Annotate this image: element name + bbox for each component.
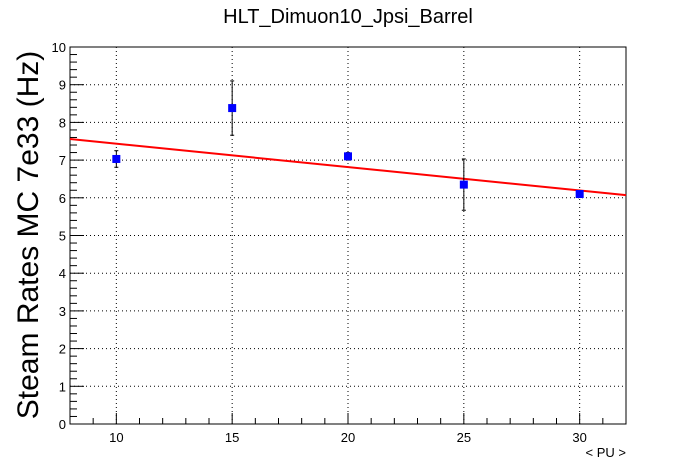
y-tick-label: 9 [59, 78, 66, 93]
data-marker [344, 152, 352, 161]
fit-layer [69, 137, 627, 197]
chart-title: HLT_Dimuon10_Jpsi_Barrel [223, 6, 473, 28]
points-layer [112, 80, 584, 211]
data-marker [575, 190, 584, 199]
y-tick-label: 8 [59, 115, 66, 130]
y-tick-label: 7 [59, 153, 66, 168]
x-tick-label: 10 [109, 430, 123, 445]
y-axis-label: Steam Rates MC 7e33 (Hz) [12, 51, 45, 419]
x-tick-label: 25 [457, 430, 471, 445]
fit-line [69, 137, 627, 197]
y-tick-label: 6 [59, 191, 66, 206]
y-tick-label: 2 [59, 342, 66, 357]
data-point [575, 190, 584, 199]
y-tick-label: 5 [59, 229, 66, 244]
data-point [228, 80, 237, 136]
y-tick-label: 1 [59, 379, 66, 394]
y-tick-label: 3 [59, 304, 66, 319]
x-axis-label: < PU > [586, 445, 626, 460]
tick-labels: 10 15 20 25 30 0 1 2 3 4 5 6 7 8 9 10 [52, 40, 587, 445]
grid [70, 47, 626, 424]
data-marker [112, 154, 121, 163]
x-tick-label: 20 [341, 430, 355, 445]
data-point [112, 150, 121, 168]
axis-ticks [69, 46, 627, 425]
y-tick-label: 0 [59, 417, 66, 432]
data-marker [228, 104, 237, 113]
data-point [344, 152, 352, 161]
data-point [459, 158, 468, 211]
x-tick-label: 15 [225, 430, 239, 445]
y-tick-label: 10 [52, 40, 66, 55]
x-tick-label: 30 [572, 430, 586, 445]
y-tick-label: 4 [59, 266, 66, 281]
data-marker [459, 180, 468, 189]
